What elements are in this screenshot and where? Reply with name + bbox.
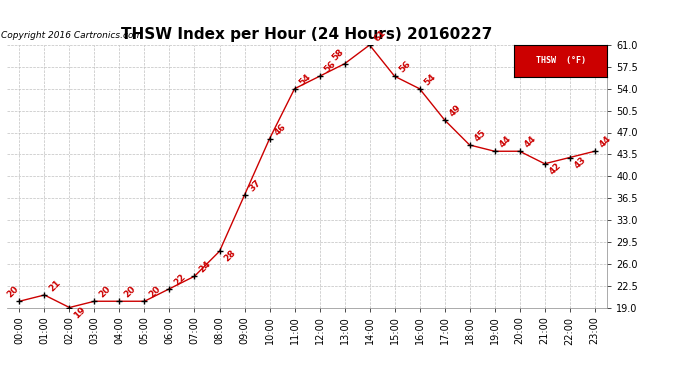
Text: 54: 54 [422, 72, 437, 87]
Text: 56: 56 [322, 60, 337, 75]
Text: 45: 45 [473, 128, 488, 144]
Text: 20: 20 [97, 285, 112, 300]
Title: THSW Index per Hour (24 Hours) 20160227: THSW Index per Hour (24 Hours) 20160227 [121, 27, 493, 42]
Text: 43: 43 [573, 155, 588, 170]
Text: 54: 54 [297, 72, 313, 87]
Text: 20: 20 [6, 285, 21, 300]
Text: 44: 44 [497, 135, 513, 150]
Text: 56: 56 [397, 60, 413, 75]
Text: 20: 20 [122, 285, 137, 300]
Text: 44: 44 [522, 135, 538, 150]
Text: 42: 42 [547, 161, 563, 176]
Text: Copyright 2016 Cartronics.com: Copyright 2016 Cartronics.com [1, 31, 142, 40]
Text: 28: 28 [222, 249, 237, 264]
Text: 21: 21 [47, 278, 62, 294]
Text: 22: 22 [172, 272, 188, 287]
Text: 49: 49 [447, 103, 463, 118]
Text: 44: 44 [598, 135, 613, 150]
Text: 58: 58 [331, 47, 346, 62]
Text: 46: 46 [273, 122, 288, 137]
Text: 37: 37 [247, 178, 263, 194]
Text: 20: 20 [147, 285, 162, 300]
Text: 19: 19 [72, 305, 88, 320]
Text: 61: 61 [373, 28, 388, 44]
Text: 24: 24 [197, 260, 213, 275]
